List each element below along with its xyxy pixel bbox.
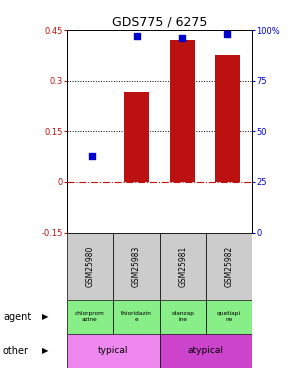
Text: GSM25982: GSM25982 — [224, 246, 234, 287]
Bar — [206, 300, 252, 334]
Text: quetiapi
ne: quetiapi ne — [217, 312, 241, 322]
Point — [180, 35, 184, 41]
Text: ▶: ▶ — [42, 346, 48, 355]
Text: GSM25983: GSM25983 — [132, 246, 141, 287]
Bar — [160, 300, 206, 334]
Text: thioridazin
e: thioridazin e — [121, 312, 152, 322]
Bar — [124, 93, 149, 182]
Text: GSM25981: GSM25981 — [178, 246, 187, 287]
Title: GDS775 / 6275: GDS775 / 6275 — [112, 16, 207, 29]
Text: typical: typical — [98, 346, 128, 355]
Bar — [113, 300, 160, 334]
Text: agent: agent — [3, 312, 31, 322]
Text: GSM25980: GSM25980 — [85, 246, 95, 287]
Text: ▶: ▶ — [42, 312, 48, 321]
Bar — [67, 232, 113, 300]
Text: chlorprom
azine: chlorprom azine — [75, 312, 105, 322]
Text: atypical: atypical — [188, 346, 224, 355]
Bar — [160, 232, 206, 300]
Bar — [113, 232, 160, 300]
Point — [135, 33, 139, 39]
Bar — [67, 300, 113, 334]
Bar — [170, 40, 195, 182]
Bar — [67, 334, 160, 368]
Point — [89, 153, 94, 159]
Point — [225, 31, 230, 37]
Text: olanzap
ine: olanzap ine — [171, 312, 194, 322]
Bar — [160, 334, 252, 368]
Bar — [206, 232, 252, 300]
Bar — [215, 56, 240, 182]
Text: other: other — [3, 346, 29, 355]
